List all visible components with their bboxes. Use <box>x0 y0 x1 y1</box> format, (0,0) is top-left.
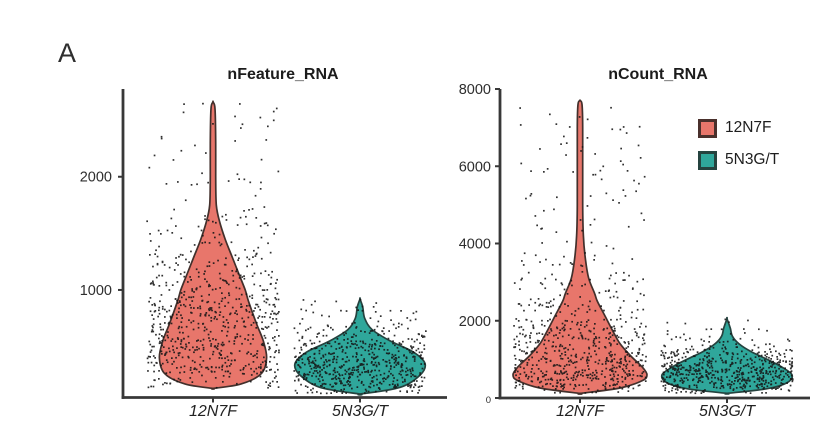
legend-label-12n7f: 12N7F <box>725 119 772 136</box>
legend-item-5n3gt: 5N3G/T <box>698 144 779 176</box>
y-tick-label: 1000 <box>80 283 112 299</box>
violin-12n7f-1 <box>512 99 648 395</box>
chart-title-ncount-rna: nCount_RNA <box>608 66 708 83</box>
x-axis-label-5n3gt: 5N3G/T <box>332 403 389 420</box>
legend-swatch-12n7f <box>698 118 717 138</box>
x-axis-label-5n3gt: 5N3G/T <box>699 403 756 420</box>
panel-ncount-rna: 0 2000 4000 6000 8000 12N7F 5N3G/T <box>459 82 810 420</box>
jitter-points-5n3gt <box>660 318 794 395</box>
legend-label-5n3gt: 5N3G/T <box>725 151 780 168</box>
y-tick-label: 6000 <box>459 159 491 175</box>
y-tick-label: 0 <box>486 395 491 406</box>
y-tick-label: 2000 <box>459 314 491 330</box>
x-axis-label-12n7f: 12N7F <box>189 403 238 420</box>
jitter-points-12n7f <box>513 106 647 394</box>
legend-swatch-5n3gt <box>698 150 717 170</box>
jitter-points-5n3gt <box>293 298 427 395</box>
panel-label: A <box>58 38 78 68</box>
y-tick-label: 4000 <box>459 237 491 253</box>
legend: 12N7F 5N3G/T <box>698 112 779 176</box>
y-tick-label: 8000 <box>459 82 491 98</box>
x-axis-label-12n7f: 12N7F <box>556 403 605 420</box>
jitter-points-12n7f <box>146 102 280 389</box>
y-tick-label: 2000 <box>80 170 112 186</box>
legend-item-12n7f: 12N7F <box>698 112 779 144</box>
panel-nfeature-rna: 1000 2000 12N7F 5N3G/T <box>80 89 447 420</box>
chart-title-nfeature-rna: nFeature_RNA <box>227 66 339 83</box>
violin-5n3gt-0 <box>293 297 427 396</box>
violin-12n7f-0 <box>158 100 268 390</box>
